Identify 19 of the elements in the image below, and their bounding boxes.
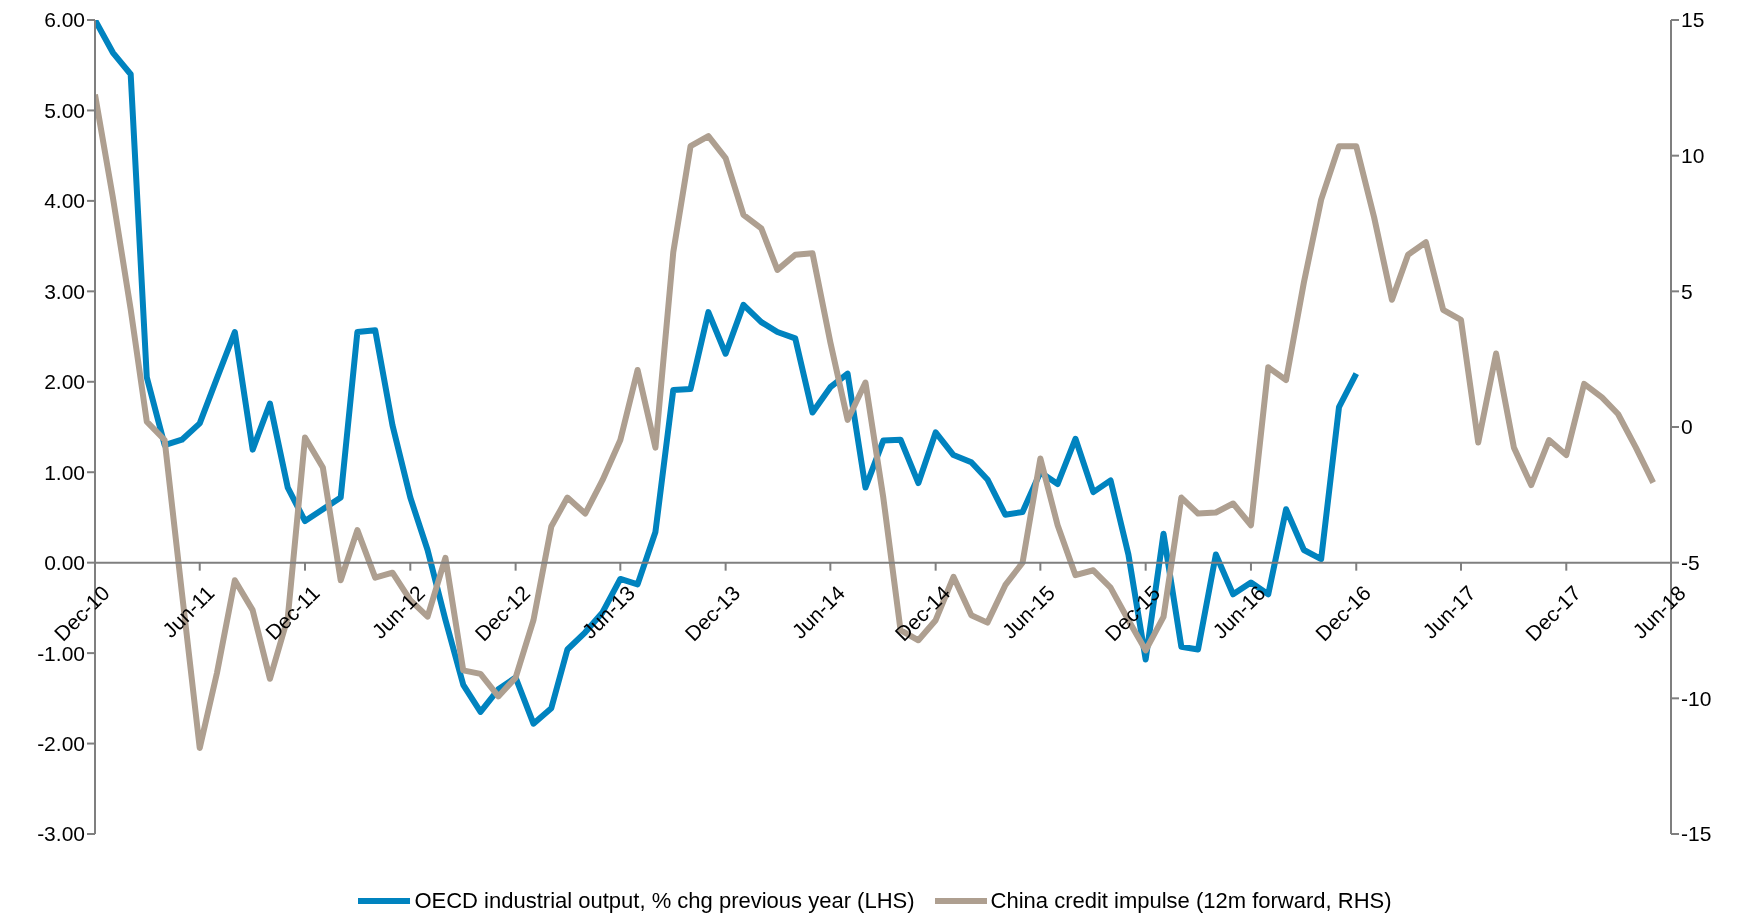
y2-tick-label: -5 (1681, 551, 1700, 575)
y2-tick-label: 0 (1681, 415, 1693, 439)
y-tick-label: -2.00 (37, 732, 85, 756)
y-tick-label: 3.00 (44, 279, 85, 303)
y-tick-label: 2.00 (44, 370, 85, 394)
y2-tick-label: 5 (1681, 279, 1693, 303)
legend-label: China credit impulse (12m forward, RHS) (990, 888, 1392, 914)
y-tick-label: -3.00 (37, 822, 85, 846)
y-tick-label: 0.00 (44, 551, 85, 575)
y-tick-label: -1.00 (37, 641, 85, 665)
y2-tick-label: -10 (1681, 686, 1712, 710)
legend-label: OECD industrial output, % chg previous year (LHS) (414, 888, 915, 914)
y2-tick-label: 10 (1681, 144, 1705, 168)
y2-tick-label: -15 (1681, 822, 1712, 846)
y-tick-label: 6.00 (44, 8, 85, 32)
y-tick-label: 1.00 (44, 460, 85, 484)
y2-tick-label: 15 (1681, 8, 1705, 32)
y-tick-label: 5.00 (44, 98, 85, 122)
y-tick-label: 4.00 (44, 189, 85, 213)
